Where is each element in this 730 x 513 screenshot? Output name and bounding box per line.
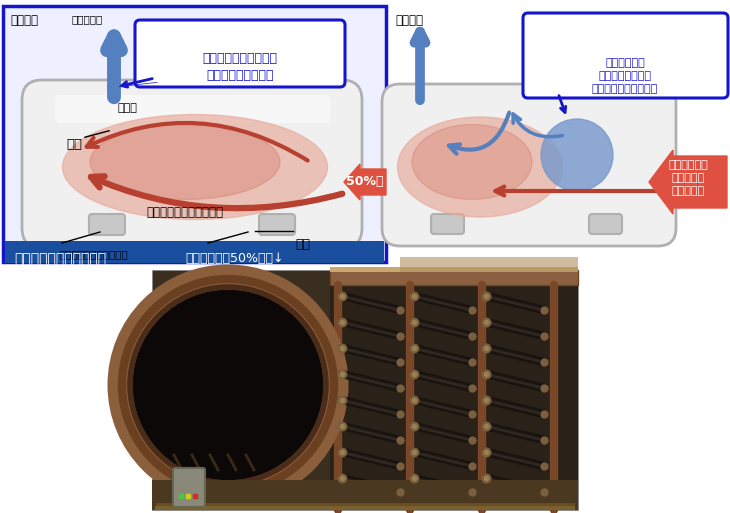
Text: （従来比）：50%削減↓: （従来比）：50%削減↓ xyxy=(185,252,283,265)
FancyBboxPatch shape xyxy=(152,270,578,510)
Text: 蒸気: 蒸気 xyxy=(295,238,310,251)
Text: 排出するのに
缶の４倍の
蒸気が必要: 排出するのに 缶の４倍の 蒸気が必要 xyxy=(668,160,708,195)
FancyBboxPatch shape xyxy=(589,214,622,234)
Text: ＜今回＞: ＜今回＞ xyxy=(10,14,38,27)
Ellipse shape xyxy=(398,117,563,217)
Text: 入れ替え時の蒸気使用量: 入れ替え時の蒸気使用量 xyxy=(14,252,106,266)
Text: （断面図）: （断面図） xyxy=(72,14,103,24)
Text: 開発した技術により、
空気を効率よく排出: 開発した技術により、 空気を効率よく排出 xyxy=(202,52,277,82)
FancyBboxPatch shape xyxy=(55,95,330,123)
FancyBboxPatch shape xyxy=(259,214,295,235)
FancyBboxPatch shape xyxy=(173,468,205,507)
Text: 空気: 空気 xyxy=(66,138,82,151)
FancyBboxPatch shape xyxy=(382,84,676,246)
FancyArrow shape xyxy=(344,164,386,200)
FancyBboxPatch shape xyxy=(330,270,578,285)
FancyBboxPatch shape xyxy=(135,20,345,87)
FancyArrow shape xyxy=(649,150,727,214)
FancyBboxPatch shape xyxy=(330,270,578,510)
FancyBboxPatch shape xyxy=(400,257,578,272)
FancyBboxPatch shape xyxy=(330,267,578,272)
FancyBboxPatch shape xyxy=(431,214,464,234)
FancyBboxPatch shape xyxy=(5,241,384,263)
Ellipse shape xyxy=(90,125,280,200)
FancyBboxPatch shape xyxy=(22,80,362,248)
Ellipse shape xyxy=(63,114,328,220)
Circle shape xyxy=(120,277,336,493)
FancyBboxPatch shape xyxy=(152,480,578,510)
FancyBboxPatch shape xyxy=(3,6,386,262)
Ellipse shape xyxy=(412,125,532,200)
Text: ゴムを加熱する大型の缶: ゴムを加熱する大型の缶 xyxy=(60,249,128,259)
Text: 排出の過程で
空気が一部残り、
温度上昇が妨げられる: 排出の過程で 空気が一部残り、 温度上昇が妨げられる xyxy=(592,58,658,94)
Ellipse shape xyxy=(541,119,613,191)
Text: 50%減: 50%減 xyxy=(346,175,384,188)
FancyBboxPatch shape xyxy=(523,13,728,98)
Text: まんべんなく満たされる: まんべんなく満たされる xyxy=(147,206,223,219)
Text: 排出口: 排出口 xyxy=(118,103,138,113)
FancyBboxPatch shape xyxy=(89,214,125,235)
Text: ＜従来＞: ＜従来＞ xyxy=(395,14,423,27)
